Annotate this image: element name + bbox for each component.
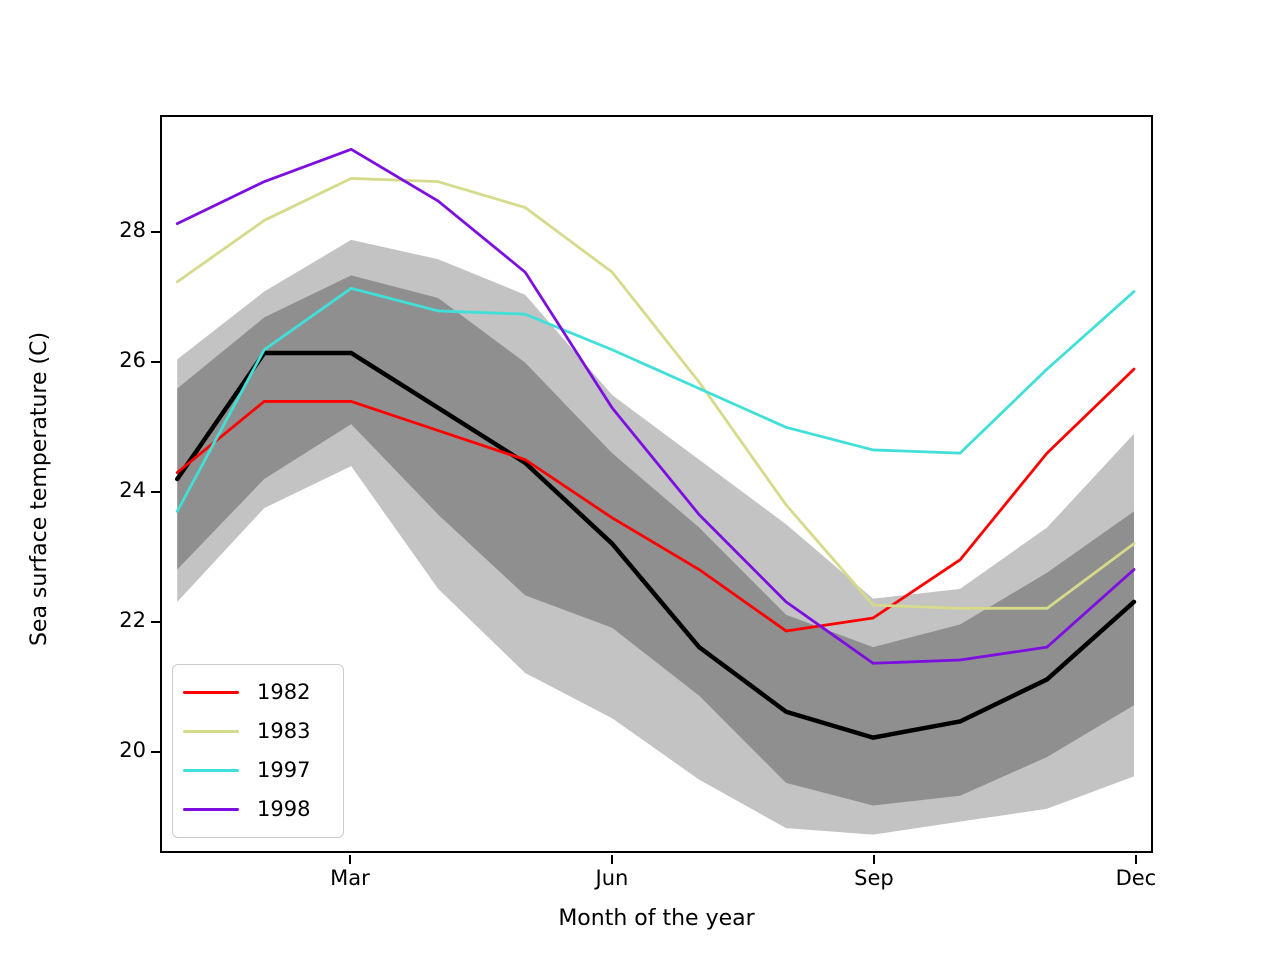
x-tick-mark [872, 855, 875, 864]
y-tick-mark [151, 491, 160, 493]
legend-entry-1983: 1983 [183, 721, 333, 742]
x-tick-label: Dec [1115, 866, 1157, 890]
x-tick-label: Jun [595, 866, 629, 890]
x-tick-mark [610, 855, 613, 864]
legend-entry-1998: 1998 [183, 799, 333, 820]
x-axis-title: Month of the year [558, 906, 755, 931]
y-axis-title: Sea surface temperature (C) [27, 331, 52, 647]
x-tick-label: Mar [330, 866, 370, 890]
x-tick-mark [1134, 855, 1137, 864]
line-1982 [175, 367, 1136, 633]
y-tick-label: 20 [119, 738, 146, 762]
legend-line-swatch [183, 808, 239, 811]
legend-label: 1983 [257, 719, 311, 743]
line-1983 [175, 177, 1136, 610]
line-1997 [175, 286, 1136, 513]
y-tick-mark [151, 231, 160, 233]
y-tick-label: 26 [119, 348, 146, 372]
y-tick-label: 28 [119, 218, 146, 242]
y-tick-label: 22 [119, 608, 146, 632]
chart-svg [174, 147, 1137, 835]
legend-line-swatch [183, 691, 239, 694]
legend: 1982 1983 1997 1998 [172, 664, 344, 838]
line-mean [174, 350, 1137, 740]
legend-entry-1982: 1982 [183, 682, 333, 703]
y-tick-mark [151, 621, 160, 623]
x-tick-label: Sep [854, 866, 894, 890]
std-band [177, 275, 1134, 806]
y-tick-mark [151, 751, 160, 753]
line-1998 [175, 147, 1136, 665]
y-tick-mark [151, 361, 160, 363]
legend-label: 1998 [257, 797, 311, 821]
legend-line-swatch [183, 769, 239, 772]
legend-label: 1982 [257, 680, 311, 704]
legend-line-swatch [183, 730, 239, 733]
legend-label: 1997 [257, 758, 311, 782]
legend-entry-1997: 1997 [183, 760, 333, 781]
y-tick-label: 24 [119, 478, 146, 502]
x-tick-mark [348, 855, 351, 864]
